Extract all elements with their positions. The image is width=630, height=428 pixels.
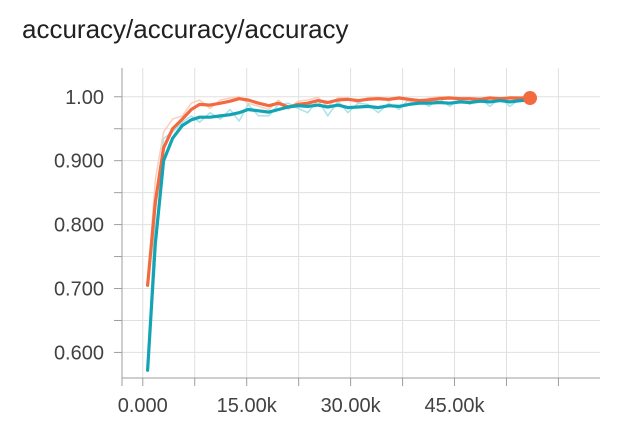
y-tick-label: 1.00 [65,87,104,109]
axes [114,68,600,386]
tick-labels: 0.600 0.700 0.800 0.900 1.00 0.000 15.00k 30.00… [54,87,486,417]
series-line-0 [146,96,532,287]
y-tick-label: 0.600 [54,342,104,364]
x-tick-label: 15.00k [217,395,278,417]
x-tick-label: 45.00k [424,395,485,417]
end-marker-layer [523,91,538,106]
series-line-1 [146,98,532,372]
raw-series-line-1 [146,96,531,371]
chart-title: accuracy/accuracy/accuracy [22,14,349,44]
x-tick-label: 30.00k [321,395,382,417]
grid-lines [121,68,600,378]
smoothed-series-layer [146,96,532,372]
y-tick-label: 0.800 [54,215,104,237]
raw-series-layer [146,96,531,371]
y-tick-label: 0.700 [54,279,104,301]
x-tick-label: 0.000 [118,395,168,417]
series-end-marker-0 [523,91,538,106]
y-tick-label: 0.900 [54,151,104,173]
